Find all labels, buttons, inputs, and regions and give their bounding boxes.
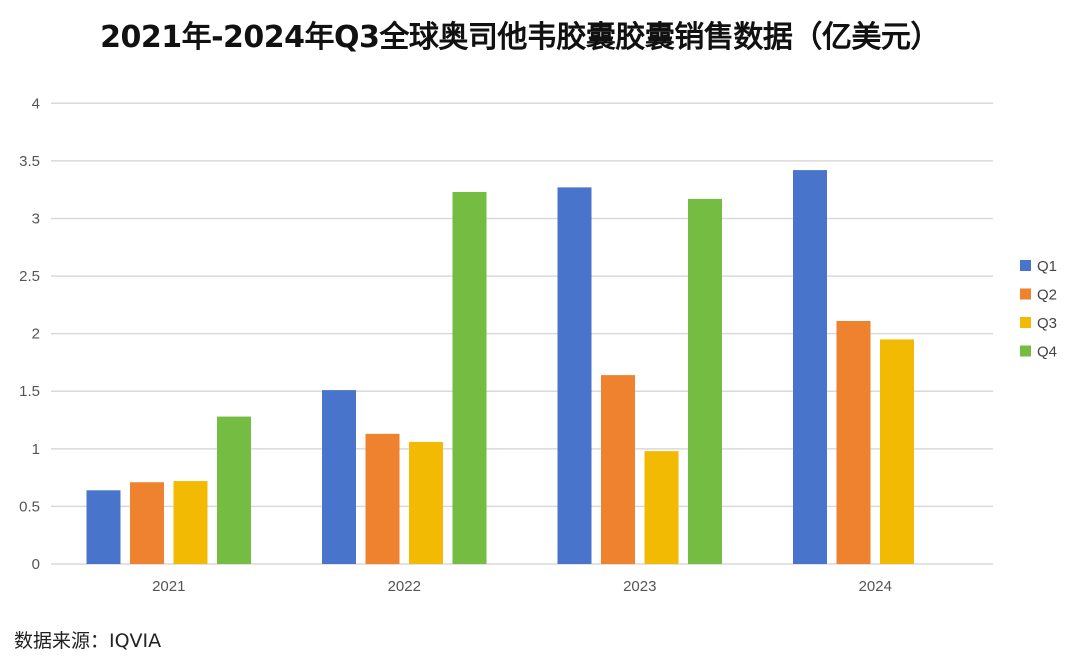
bar-q4-2023 [688, 198, 722, 564]
bar-q1-2024 [793, 170, 827, 564]
y-tick-label: 0 [32, 556, 40, 573]
legend-label: Q3 [1037, 315, 1057, 332]
legend-swatch-q1 [1020, 260, 1031, 271]
legend-swatch-q2 [1020, 288, 1031, 300]
bar-q3-2022 [409, 441, 443, 564]
y-tick-label: 2.5 [19, 268, 40, 285]
x-tick-label: 2023 [623, 578, 656, 595]
x-tick-label: 2022 [388, 578, 421, 595]
bar-q2-2023 [601, 375, 635, 564]
bar-q1-2021 [86, 490, 121, 564]
data-source-note: 数据来源：IQVIA [14, 630, 162, 652]
legend-label: Q2 [1037, 287, 1057, 304]
legend-label: Q4 [1037, 344, 1057, 361]
bar-q2-2021 [130, 482, 164, 564]
y-tick-label: 1 [32, 441, 40, 458]
y-tick-label: 4 [32, 95, 40, 112]
bar-q4-2022 [452, 191, 487, 565]
bar-q1-2022 [322, 390, 356, 564]
bar-q3-2023 [644, 451, 679, 564]
legend-swatch-q3 [1020, 317, 1031, 328]
bar-q2-2024 [836, 320, 871, 564]
y-tick-label: 3 [32, 210, 40, 227]
bar-q1-2023 [557, 187, 592, 564]
y-tick-label: 3.5 [19, 153, 40, 170]
bar-q2-2022 [365, 433, 400, 564]
bar-q3-2024 [880, 339, 914, 564]
bar-q3-2021 [173, 481, 208, 564]
y-tick-label: 2 [32, 326, 40, 343]
chart-title: 2021年-2024年Q3全球奥司他韦胶囊胶囊销售数据（亿美元） [100, 20, 940, 55]
legend-label: Q1 [1037, 258, 1057, 275]
y-tick-label: 1.5 [19, 383, 40, 400]
bar-q4-2021 [217, 416, 251, 564]
x-tick-label: 2021 [152, 578, 185, 595]
x-tick-label: 2024 [859, 578, 892, 595]
y-tick-label: 0.5 [19, 498, 40, 515]
legend-swatch-q4 [1020, 345, 1031, 357]
